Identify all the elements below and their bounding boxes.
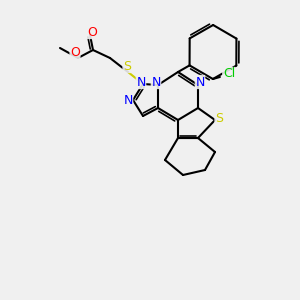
Text: O: O bbox=[70, 46, 80, 59]
Text: N: N bbox=[151, 76, 161, 88]
Text: O: O bbox=[87, 26, 97, 38]
Text: N: N bbox=[123, 94, 133, 106]
Text: Cl: Cl bbox=[223, 68, 235, 80]
Text: N: N bbox=[195, 76, 205, 88]
Text: S: S bbox=[123, 59, 131, 73]
Text: N: N bbox=[136, 76, 146, 88]
Text: S: S bbox=[215, 112, 223, 125]
